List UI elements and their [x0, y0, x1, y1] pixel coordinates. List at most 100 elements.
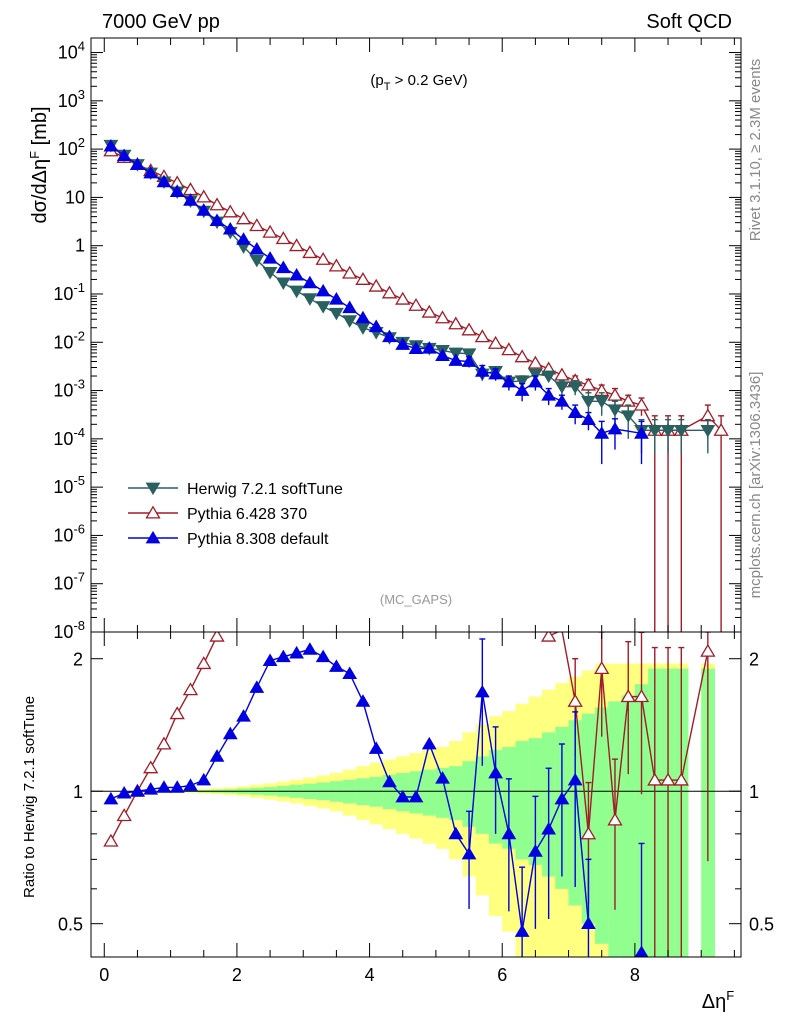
x-tick-label: 4	[365, 965, 375, 985]
ratio-point-pythia-6-428-370	[660, 772, 676, 786]
point-pythia-6-428-370	[355, 271, 371, 285]
ratio-point-pythia-8-308-default	[421, 736, 437, 750]
point-pythia-8-308-default	[448, 353, 464, 366]
point-pythia-6-428-370	[487, 335, 504, 349]
ratio-point-pythia-8-308-default	[554, 791, 570, 805]
point-pythia-6-428-370	[501, 342, 517, 356]
ratio-point-pythia-8-308-default	[116, 785, 132, 799]
point-pythia-6-428-370	[209, 197, 225, 211]
rivet-label: Rivet 3.1.10, ≥ 2.3M events	[747, 59, 764, 242]
ratio-point-pythia-8-308-default	[289, 645, 304, 659]
y-tick-exponent: -8	[73, 618, 85, 633]
ratio-point-pythia-6-428-370	[182, 682, 199, 696]
point-herwig-7-2-1-softtune	[528, 368, 543, 382]
point-pythia-6-428-370	[421, 304, 437, 318]
ratio-point-pythia-8-308-default	[103, 791, 119, 805]
point-pythia-8-308-default	[408, 341, 424, 354]
point-pythia-6-428-370	[262, 224, 278, 238]
band-inner	[449, 766, 463, 821]
point-pythia-8-308-default	[183, 193, 198, 206]
point-pythia-8-308-default	[488, 366, 503, 380]
legend: Herwig 7.2.1 softTune Pythia 6.428 370 Pyt…	[128, 481, 343, 548]
point-pythia-6-428-370	[713, 422, 729, 436]
point-pythia-8-308-default	[196, 203, 212, 216]
ratio-point-pythia-6-428-370	[196, 656, 212, 670]
ratio-point-pythia-8-308-default	[249, 680, 265, 693]
point-pythia-6-428-370	[474, 329, 490, 343]
ratio-tick-label: 2	[73, 650, 83, 670]
band-inner	[515, 741, 530, 860]
point-herwig-7-2-1-softtune	[262, 267, 278, 280]
point-pythia-8-308-default	[169, 184, 185, 197]
point-pythia-8-308-default	[289, 268, 304, 281]
ratio-point-pythia-8-308-default	[143, 782, 159, 795]
point-pythia-6-428-370	[395, 291, 411, 305]
y-tick-exponent: 3	[78, 87, 85, 102]
legend-marker-pythia-8-308-default	[145, 530, 161, 544]
ratio-point-pythia-6-428-370	[169, 706, 185, 720]
y-tick-label: 10	[65, 187, 85, 207]
ratio-point-pythia-8-308-default	[474, 684, 490, 698]
point-pythia-8-308-default	[209, 213, 225, 227]
point-pythia-6-428-370	[408, 297, 424, 311]
ratio-point-pythia-8-308-default	[315, 649, 331, 663]
ratio-point-pythia-8-308-default	[408, 789, 424, 803]
ratio-point-pythia-8-308-default	[567, 772, 583, 786]
y-tick-exponent: -5	[73, 473, 85, 488]
ratio-point-pythia-8-308-default	[169, 780, 185, 793]
ratio-point-pythia-8-308-default	[355, 694, 371, 707]
ratio-point-pythia-6-428-370	[541, 632, 557, 642]
point-herwig-7-2-1-softtune	[673, 424, 689, 438]
point-pythia-8-308-default	[329, 292, 344, 305]
point-pythia-8-308-default	[156, 174, 172, 188]
mcplots-label: mcplots.cern.ch [arXiv:1306.3436]	[747, 372, 764, 599]
ratio-point-pythia-8-308-default	[581, 916, 596, 930]
point-pythia-8-308-default	[581, 412, 596, 426]
ratio-series-pythia-8-308-default	[103, 638, 649, 957]
point-pythia-6-428-370	[580, 377, 597, 391]
annotation: (pT > 0.2 GeV)	[370, 72, 467, 93]
point-pythia-6-428-370	[381, 285, 398, 299]
point-pythia-6-428-370	[249, 218, 265, 232]
ratio-frame	[90, 631, 742, 958]
point-pythia-6-428-370	[461, 322, 477, 336]
ratio-point-pythia-8-308-default	[156, 780, 172, 793]
y-tick-exponent: 2	[78, 135, 85, 150]
point-pythia-8-308-default	[461, 354, 477, 367]
ratio-point-pythia-8-308-default	[461, 846, 477, 860]
point-pythia-8-308-default	[103, 139, 119, 152]
ratio-point-pythia-6-428-370	[103, 833, 119, 847]
ratio-point-pythia-8-308-default	[395, 789, 411, 803]
y-tick-label: 1	[75, 236, 85, 256]
point-pythia-8-308-default	[275, 260, 291, 274]
ratio-point-pythia-8-308-default	[262, 653, 278, 667]
point-pythia-6-428-370	[275, 231, 291, 245]
ratio-point-pythia-6-428-370	[143, 760, 159, 774]
header-process: Soft QCD	[646, 11, 732, 33]
point-pythia-8-308-default	[236, 232, 251, 245]
point-pythia-8-308-default	[634, 426, 649, 439]
point-herwig-7-2-1-softtune	[289, 285, 304, 299]
ratio-point-pythia-8-308-default	[236, 709, 251, 722]
point-pythia-6-428-370	[434, 310, 451, 324]
header-energy: 7000 GeV pp	[102, 11, 220, 33]
band-inner	[422, 769, 437, 816]
ratio-tick-label-right: 0.5	[749, 915, 774, 935]
ratio-point-pythia-8-308-default	[528, 844, 543, 857]
point-herwig-7-2-1-softtune	[302, 293, 318, 306]
point-pythia-8-308-default	[342, 300, 358, 314]
ratio-tick-label: 1	[73, 782, 83, 802]
ratio-y-axis-title: Ratio to Herwig 7.2.1 softTune	[21, 696, 38, 898]
ratio-point-pythia-6-428-370	[116, 808, 132, 822]
point-herwig-7-2-1-softtune	[581, 395, 596, 409]
point-pythia-8-308-default	[528, 374, 543, 388]
point-pythia-8-308-default	[607, 421, 623, 435]
ratio-point-pythia-8-308-default	[514, 924, 530, 937]
point-pythia-6-428-370	[527, 355, 544, 369]
point-pythia-8-308-default	[130, 157, 145, 170]
point-herwig-7-2-1-softtune	[342, 315, 358, 328]
ratio-point-pythia-6-428-370	[594, 661, 610, 675]
ratio-point-pythia-8-308-default	[130, 784, 145, 797]
ratio-point-pythia-8-308-default	[209, 749, 225, 762]
